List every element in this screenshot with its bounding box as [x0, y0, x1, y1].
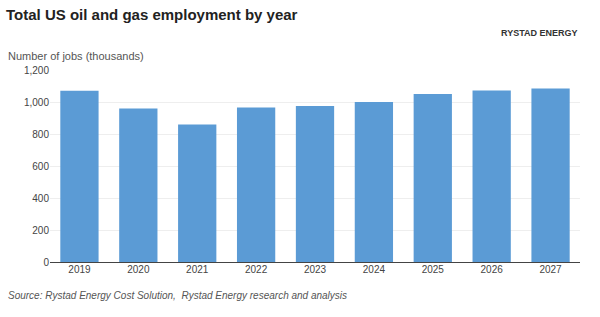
svg-text:2019: 2019	[68, 264, 91, 275]
svg-text:2020: 2020	[127, 264, 150, 275]
svg-text:2025: 2025	[422, 264, 445, 275]
svg-text:Total US oil and gas employmen: Total US oil and gas employment by year	[6, 6, 298, 23]
svg-text:Source: Rystad Energy Cost Sol: Source: Rystad Energy Cost Solution, Rys…	[8, 290, 347, 301]
svg-text:2027: 2027	[539, 264, 562, 275]
svg-text:400: 400	[32, 193, 49, 204]
svg-text:600: 600	[32, 161, 49, 172]
svg-text:2021: 2021	[186, 264, 209, 275]
svg-text:2023: 2023	[304, 264, 327, 275]
svg-text:RYSTAD ENERGY: RYSTAD ENERGY	[501, 28, 578, 38]
svg-text:2022: 2022	[245, 264, 268, 275]
svg-text:1,000: 1,000	[24, 97, 49, 108]
svg-text:2024: 2024	[363, 264, 386, 275]
svg-text:800: 800	[32, 129, 49, 140]
svg-text:2026: 2026	[481, 264, 504, 275]
svg-text:200: 200	[32, 225, 49, 236]
svg-text:1,200: 1,200	[24, 65, 49, 76]
svg-text:0: 0	[43, 257, 49, 268]
svg-text:Number of jobs (thousands): Number of jobs (thousands)	[8, 50, 144, 62]
